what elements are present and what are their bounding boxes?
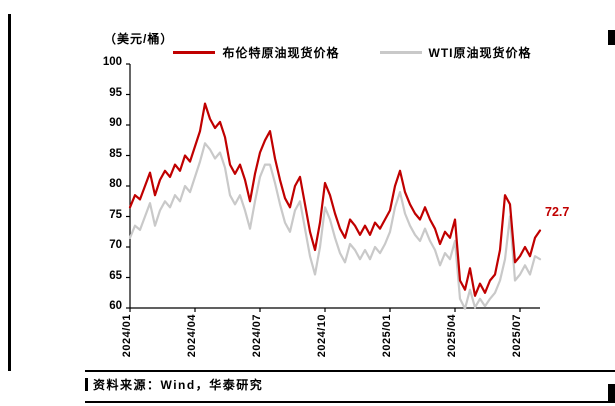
wti-line-swatch — [379, 51, 422, 54]
last-value-label: 72.7 — [545, 204, 570, 219]
left-edge-bar — [8, 14, 11, 371]
source-note: 资料来源：Wind，华泰研究 — [85, 376, 263, 393]
x-tick-label: 2024/01 — [121, 314, 133, 358]
x-tick-label: 2024/10 — [316, 314, 328, 358]
y-tick-label: 70 — [109, 239, 122, 251]
x-tick-label: 2025/01 — [381, 314, 393, 358]
source-note-bar-icon — [85, 378, 88, 391]
bottom-right-edge-mark — [608, 384, 615, 402]
y-axis-unit-label: （美元/桶） — [104, 32, 174, 46]
chart-bottom-divider — [85, 370, 615, 372]
y-tick-label: 80 — [109, 178, 122, 190]
top-right-edge-mark — [608, 30, 615, 45]
y-tick-label: 75 — [109, 208, 122, 221]
y-tick-label: 90 — [109, 117, 122, 129]
page-bottom-rule — [85, 401, 615, 403]
legend-label-brent: 布伦特原油现货价格 — [222, 46, 340, 60]
x-tick-label: 2024/07 — [251, 314, 263, 358]
legend-item-brent: 布伦特原油现货价格 — [173, 44, 339, 61]
brent-line-swatch — [173, 51, 216, 54]
legend-label-wti: WTI原油现货价格 — [428, 46, 532, 60]
y-tick-label: 100 — [102, 56, 122, 68]
y-tick-label: 60 — [109, 300, 122, 312]
x-tick-label: 2025/04 — [446, 314, 458, 358]
x-tick-label: 2024/04 — [186, 314, 198, 358]
legend: 布伦特原油现货价格 WTI原油现货价格 — [130, 44, 575, 61]
y-tick-label: 85 — [109, 147, 122, 160]
y-tick-label: 95 — [109, 86, 122, 99]
source-note-text: 资料来源：Wind，华泰研究 — [93, 378, 264, 392]
plot-area — [126, 63, 542, 312]
legend-item-wti: WTI原油现货价格 — [379, 44, 532, 61]
y-tick-label: 65 — [109, 269, 122, 282]
x-tick-label: 2025/07 — [511, 314, 523, 358]
